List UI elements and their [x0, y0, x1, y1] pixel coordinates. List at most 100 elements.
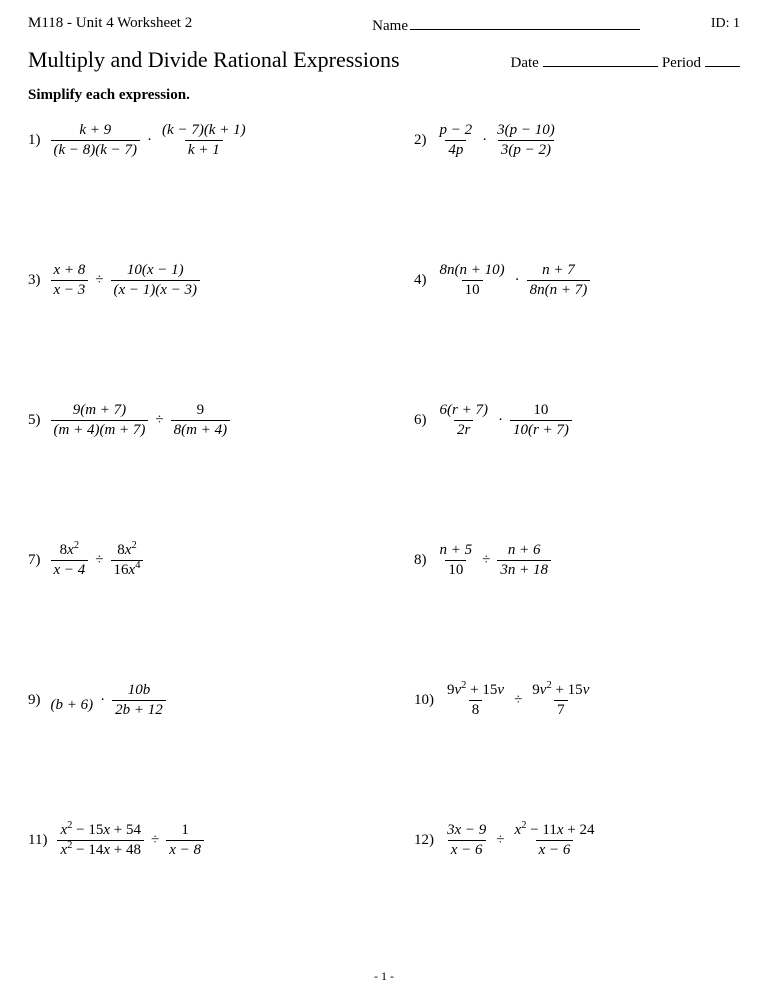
- operator: ÷: [479, 552, 493, 569]
- operator: ÷: [148, 832, 162, 849]
- operator: ÷: [511, 692, 525, 709]
- operator: ÷: [493, 832, 507, 849]
- problem-8: 8) n + 5 10 ÷ n + 6 3n + 18: [384, 542, 740, 682]
- denominator: 8n(n + 7): [527, 280, 591, 299]
- problem-expression: 9(m + 7) (m + 4)(m + 7) ÷ 9 8(m + 4): [51, 402, 231, 439]
- problem-number: 6): [414, 402, 427, 429]
- date-label: Date: [511, 55, 539, 72]
- fraction: 9 8(m + 4): [171, 402, 230, 439]
- operator: ·: [479, 132, 490, 149]
- fraction: 9v2 + 15v 8: [444, 682, 507, 719]
- denominator: (m + 4)(m + 7): [51, 420, 149, 439]
- numerator: n + 5: [437, 542, 476, 560]
- denominator: x − 6: [536, 840, 574, 859]
- problem-6: 6) 6(r + 7) 2r · 10 10(r + 7): [384, 402, 740, 542]
- operator: ÷: [92, 272, 106, 289]
- numerator: 10: [530, 402, 551, 420]
- problem-number: 10): [414, 682, 434, 709]
- name-label: Name: [372, 18, 408, 35]
- problem-expression: 3x − 9 x − 6 ÷ x2 − 11x + 24 x − 6: [444, 822, 597, 859]
- operator: ·: [97, 692, 108, 709]
- fraction: n + 6 3n + 18: [497, 542, 551, 579]
- problem-12: 12) 3x − 9 x − 6 ÷ x2 − 11x + 24 x − 6: [384, 822, 740, 962]
- fraction: 3(p − 10) 3(p − 2): [494, 122, 558, 159]
- problem-number: 3): [28, 262, 41, 289]
- problem-expression: p − 2 4p · 3(p − 10) 3(p − 2): [437, 122, 558, 159]
- denominator: 10(r + 7): [510, 420, 572, 439]
- fraction: (k − 7)(k + 1) k + 1: [159, 122, 249, 159]
- fraction: 8n(n + 10) 10: [437, 262, 508, 299]
- fraction: n + 5 10: [437, 542, 476, 579]
- numerator: 8x2: [57, 542, 82, 560]
- problem-number: 9): [28, 682, 41, 709]
- numerator: n + 7: [539, 262, 578, 280]
- problem-expression: 9v2 + 15v 8 ÷ 9v2 + 15v 7: [444, 682, 592, 719]
- denominator: 2r: [454, 420, 473, 439]
- numerator: 9v2 + 15v: [444, 682, 507, 700]
- problem-grid: 1) k + 9 (k − 8)(k − 7) · (k − 7)(k + 1)…: [28, 122, 740, 962]
- period-blank-line: [705, 66, 740, 67]
- worksheet-title: Multiply and Divide Rational Expressions: [28, 47, 400, 73]
- numerator: 6(r + 7): [437, 402, 491, 420]
- denominator: 3n + 18: [497, 560, 551, 579]
- course-label: M118 - Unit 4 Worksheet 2: [28, 15, 192, 32]
- operator: ·: [144, 132, 155, 149]
- denominator: x − 4: [51, 560, 89, 579]
- name-blank-line: [410, 29, 640, 30]
- id-label: ID: 1: [711, 16, 740, 32]
- problem-7: 7) 8x2 x − 4 ÷ 8x2 16x4: [28, 542, 384, 682]
- denominator: k + 1: [185, 140, 223, 159]
- date-period: Date Period: [511, 55, 741, 72]
- title-row: Multiply and Divide Rational Expressions…: [28, 47, 740, 73]
- fraction: 1 x − 8: [166, 822, 204, 859]
- numerator: 3(p − 10): [494, 122, 558, 140]
- problem-expression: (b + 6) · 10b 2b + 12: [51, 682, 166, 719]
- denominator: x − 6: [448, 840, 486, 859]
- period-label: Period: [662, 55, 701, 72]
- problem-10: 10) 9v2 + 15v 8 ÷ 9v2 + 15v 7: [384, 682, 740, 822]
- numerator: k + 9: [76, 122, 114, 140]
- fraction: p − 2 4p: [437, 122, 476, 159]
- problem-number: 5): [28, 402, 41, 429]
- term: (b + 6): [51, 687, 94, 714]
- denominator: 3(p − 2): [498, 140, 554, 159]
- denominator: x − 8: [166, 840, 204, 859]
- problem-number: 12): [414, 822, 434, 849]
- numerator: 1: [178, 822, 192, 840]
- problem-9: 9) (b + 6) · 10b 2b + 12: [28, 682, 384, 822]
- numerator: x + 8: [51, 262, 89, 280]
- numerator: 3x − 9: [444, 822, 489, 840]
- date-blank-line: [543, 66, 658, 67]
- denominator: 7: [554, 700, 568, 719]
- fraction: 9v2 + 15v 7: [529, 682, 592, 719]
- fraction: 3x − 9 x − 6: [444, 822, 489, 859]
- denominator: (k − 8)(k − 7): [51, 140, 141, 159]
- problem-expression: n + 5 10 ÷ n + 6 3n + 18: [437, 542, 551, 579]
- denominator: 8: [469, 700, 483, 719]
- problem-expression: x2 − 15x + 54 x2 − 14x + 48 ÷ 1 x − 8: [57, 822, 204, 859]
- numerator: 8x2: [114, 542, 139, 560]
- numerator: 10b: [125, 682, 154, 700]
- problem-expression: k + 9 (k − 8)(k − 7) · (k − 7)(k + 1) k …: [51, 122, 249, 159]
- numerator: x2 − 11x + 24: [512, 822, 598, 840]
- denominator: 8(m + 4): [171, 420, 230, 439]
- problem-4: 4) 8n(n + 10) 10 · n + 7 8n(n + 7): [384, 262, 740, 402]
- operator: ·: [512, 272, 523, 289]
- numerator: 9(m + 7): [70, 402, 129, 420]
- denominator: x − 3: [51, 280, 89, 299]
- fraction: x2 − 15x + 54 x2 − 14x + 48: [57, 822, 144, 859]
- problem-1: 1) k + 9 (k − 8)(k − 7) · (k − 7)(k + 1)…: [28, 122, 384, 262]
- numerator: x2 − 15x + 54: [57, 822, 144, 840]
- denominator: 16x4: [111, 560, 144, 579]
- numerator: 10(x − 1): [124, 262, 187, 280]
- denominator: 10: [462, 280, 483, 299]
- operator: ÷: [92, 552, 106, 569]
- problem-expression: x + 8 x − 3 ÷ 10(x − 1) (x − 1)(x − 3): [51, 262, 201, 299]
- numerator: (k − 7)(k + 1): [159, 122, 249, 140]
- instructions: Simplify each expression.: [28, 87, 740, 104]
- problem-number: 11): [28, 822, 47, 849]
- problem-expression: 8n(n + 10) 10 · n + 7 8n(n + 7): [437, 262, 591, 299]
- problem-2: 2) p − 2 4p · 3(p − 10) 3(p − 2): [384, 122, 740, 262]
- fraction: 8x2 x − 4: [51, 542, 89, 579]
- numerator: 9: [194, 402, 208, 420]
